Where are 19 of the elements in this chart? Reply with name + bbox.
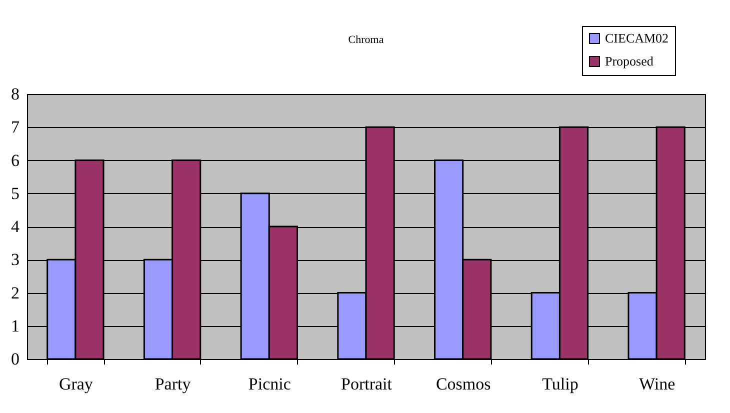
- x-tick-label: Picnic: [248, 374, 292, 394]
- x-tick-label: Cosmos: [436, 374, 491, 394]
- y-tick-label: 6: [11, 150, 20, 170]
- y-tick-label: 7: [11, 118, 20, 137]
- x-tick-label: Wine: [639, 374, 676, 394]
- legend-label: CIECAM02: [605, 30, 669, 46]
- y-tick-label: 8: [11, 84, 20, 104]
- y-tick-label: 4: [11, 217, 20, 236]
- y-tick-label: 0: [11, 350, 20, 368]
- x-tick-label: Tulip: [542, 374, 578, 394]
- y-tick-label: 1: [11, 316, 20, 336]
- y-tick-label: 2: [11, 283, 20, 302]
- legend-label: Proposed: [605, 54, 654, 68]
- x-tick-label: Party: [154, 374, 192, 394]
- x-tick-label: Portrait: [341, 374, 392, 394]
- chart-title: Chroma: [348, 34, 384, 46]
- x-tick-label: Gray: [58, 374, 94, 394]
- y-tick-label: 5: [11, 184, 20, 203]
- y-tick-label: 3: [11, 250, 20, 270]
